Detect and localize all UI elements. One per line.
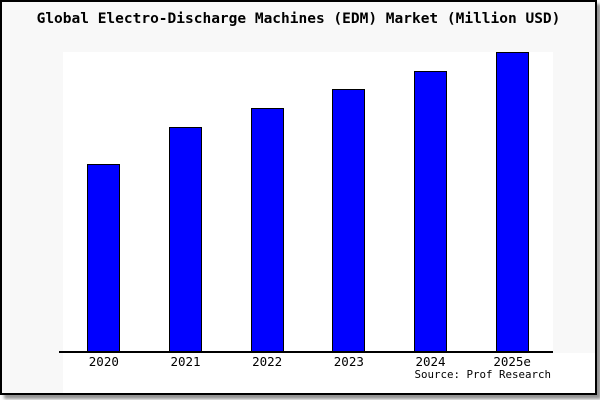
- bar-2025e: [495, 52, 529, 353]
- chart-title: Global Electro-Discharge Machines (EDM) …: [36, 11, 561, 27]
- x-tick-label-2025e: 2025e: [493, 354, 531, 369]
- x-axis-line: [59, 351, 553, 353]
- bar-2023: [332, 89, 366, 353]
- x-tick-label-2024: 2024: [415, 354, 446, 369]
- x-axis-band: [63, 353, 595, 393]
- source-note: Source: Prof Research: [414, 368, 551, 381]
- x-tick-label-2022: 2022: [252, 354, 283, 369]
- plot-area: [63, 52, 553, 353]
- x-tick-label-2020: 2020: [88, 354, 119, 369]
- bar-2022: [250, 108, 284, 353]
- bar-2020: [87, 164, 121, 353]
- x-tick-label-2023: 2023: [333, 354, 364, 369]
- x-tick-label-2021: 2021: [170, 354, 201, 369]
- bar-2021: [169, 127, 202, 353]
- bar-2024: [414, 71, 447, 353]
